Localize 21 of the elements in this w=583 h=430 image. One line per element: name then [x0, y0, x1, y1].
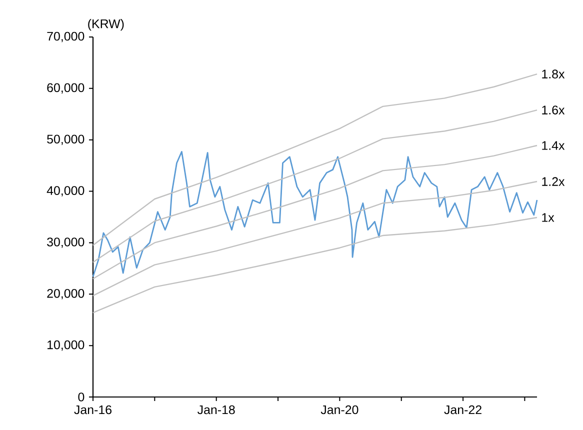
x-tick-label: Jan-22: [444, 405, 482, 414]
y-tick-label: 20,000: [47, 289, 84, 300]
y-tick-label: 60,000: [47, 83, 84, 94]
series-label: 1.8x: [542, 70, 565, 78]
x-tick-label: Jan-20: [320, 405, 358, 414]
line-series: [92, 109, 538, 263]
series-label: 1.2x: [542, 177, 565, 186]
series-label: 1.4x: [542, 141, 565, 150]
y-tick-label: 10,000: [48, 340, 84, 351]
series-label: 1.6x: [542, 106, 565, 114]
y-axis-title: (KRW): [88, 19, 124, 31]
y-tick-label: 0: [78, 392, 84, 402]
y-tick-label: 30,000: [47, 238, 84, 248]
y-tick-label: 70,000: [47, 32, 84, 42]
y-tick-label: 50,000: [47, 134, 84, 146]
line-series: [92, 73, 538, 246]
line-series: [92, 216, 538, 314]
x-tick-label: Jan-16: [74, 405, 112, 414]
y-tick-label: 40,000: [46, 186, 84, 196]
series-label: 1x: [542, 213, 554, 222]
x-tick-label: Jan-18: [197, 405, 235, 414]
